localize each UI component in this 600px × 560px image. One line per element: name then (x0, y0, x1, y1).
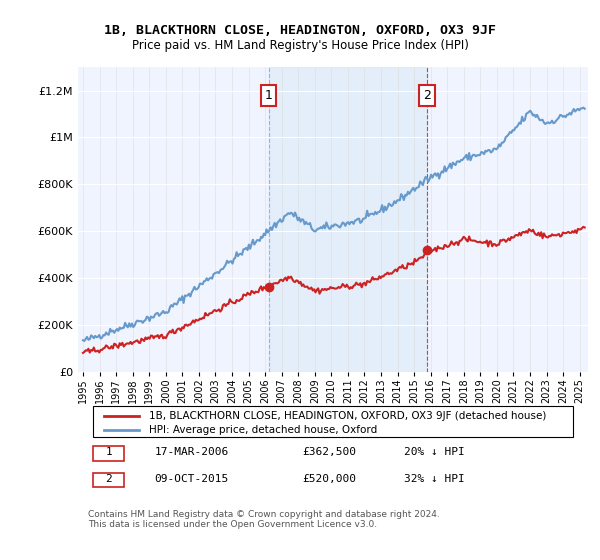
Text: 1B, BLACKTHORN CLOSE, HEADINGTON, OXFORD, OX3 9JF (detached house): 1B, BLACKTHORN CLOSE, HEADINGTON, OXFORD… (149, 410, 547, 421)
Text: 20% ↓ HPI: 20% ↓ HPI (404, 447, 465, 457)
FancyBboxPatch shape (94, 406, 573, 437)
Text: 17-MAR-2006: 17-MAR-2006 (155, 447, 229, 457)
Text: 2: 2 (423, 89, 431, 102)
Text: 1B, BLACKTHORN CLOSE, HEADINGTON, OXFORD, OX3 9JF: 1B, BLACKTHORN CLOSE, HEADINGTON, OXFORD… (104, 24, 496, 38)
Text: £362,500: £362,500 (302, 447, 356, 457)
Bar (269, 67, 427, 372)
Text: 09-OCT-2015: 09-OCT-2015 (155, 474, 229, 484)
Text: 1: 1 (105, 447, 112, 457)
Text: 2: 2 (105, 474, 112, 484)
Text: Price paid vs. HM Land Registry's House Price Index (HPI): Price paid vs. HM Land Registry's House … (131, 39, 469, 53)
Text: 1: 1 (265, 89, 272, 102)
Text: HPI: Average price, detached house, Oxford: HPI: Average price, detached house, Oxfo… (149, 425, 377, 435)
Text: £520,000: £520,000 (302, 474, 356, 484)
Text: 32% ↓ HPI: 32% ↓ HPI (404, 474, 465, 484)
Text: Contains HM Land Registry data © Crown copyright and database right 2024.
This d: Contains HM Land Registry data © Crown c… (88, 510, 440, 529)
FancyBboxPatch shape (94, 473, 124, 487)
FancyBboxPatch shape (94, 446, 124, 460)
